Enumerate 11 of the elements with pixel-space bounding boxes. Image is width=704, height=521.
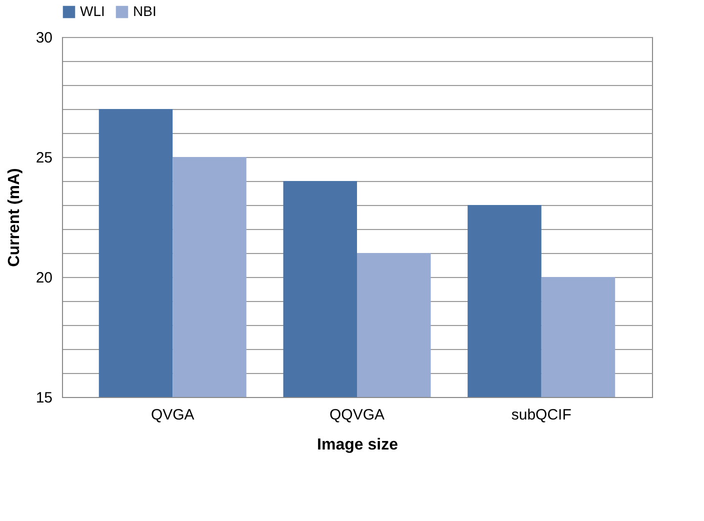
y-tick-label: 15	[36, 390, 52, 406]
x-tick-label: subQCIF	[511, 406, 572, 424]
y-tick-label: 20	[36, 270, 52, 286]
x-tick-label: QVGA	[150, 406, 194, 424]
y-tick-label: 30	[36, 30, 52, 46]
legend-label: NBI	[133, 3, 156, 19]
y-tick-label: 25	[36, 150, 52, 166]
y-axis-title: Current (mA)	[6, 168, 23, 267]
x-tick-label: QQVGA	[329, 406, 385, 424]
legend-label: WLI	[80, 3, 105, 19]
x-axis-title: Image size	[317, 436, 398, 454]
